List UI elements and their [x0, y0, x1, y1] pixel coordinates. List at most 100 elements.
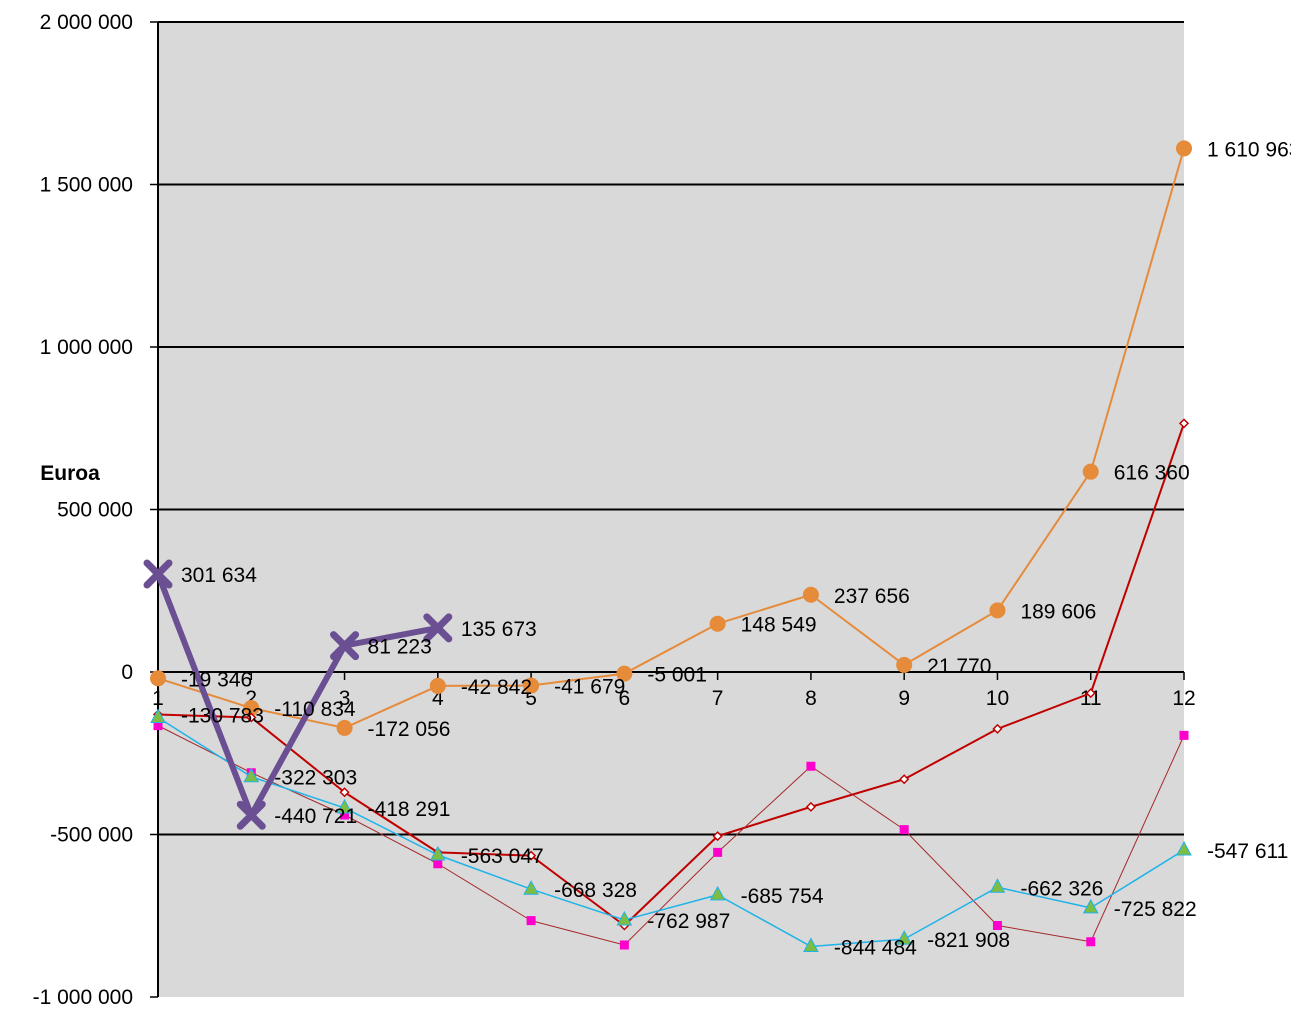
data-label: -563 047	[461, 845, 544, 868]
data-point	[523, 880, 539, 895]
data-point	[243, 700, 260, 717]
data-label: -172 056	[368, 718, 451, 741]
x-tick-label: 2	[245, 687, 257, 710]
data-point	[1082, 463, 1099, 480]
data-point	[340, 810, 350, 820]
x-tick-label: 3	[339, 687, 351, 710]
data-label: 1 610 963	[1207, 138, 1291, 161]
data-point	[523, 677, 540, 694]
data-label: -110 834	[274, 698, 356, 721]
data-point	[153, 721, 163, 731]
y-tick-label: 500 000	[57, 499, 133, 522]
data-point	[1176, 840, 1192, 856]
data-label: -42 842	[461, 676, 532, 699]
series-group	[143, 140, 1192, 952]
data-point	[989, 878, 1006, 893]
y-tick-label: 2 000 000	[40, 11, 133, 34]
data-label: -844 484	[834, 936, 917, 959]
series-4	[150, 708, 1192, 952]
y-tick-label: -500 000	[50, 824, 133, 847]
x-tick-label: 12	[1172, 687, 1195, 710]
data-label: -725 822	[1114, 898, 1197, 921]
data-label: 301 634	[181, 564, 257, 587]
data-point	[989, 602, 1006, 619]
data-point	[339, 787, 350, 798]
data-label: -762 987	[647, 910, 730, 933]
data-label: -821 908	[927, 929, 1010, 952]
data-label: -662 326	[1020, 877, 1103, 900]
y-tick-label: 1 000 000	[40, 336, 133, 359]
data-point	[429, 677, 446, 694]
data-point	[1082, 898, 1099, 914]
data-label: 616 360	[1114, 462, 1190, 485]
series-1	[150, 140, 1192, 736]
x-tick-label: 5	[525, 687, 537, 710]
data-point	[709, 615, 726, 632]
data-point	[1178, 418, 1190, 429]
data-label: -685 754	[741, 885, 824, 908]
data-label: 148 549	[741, 614, 817, 637]
x-tick-label: 10	[986, 687, 1009, 710]
x-tick-label: 1	[152, 687, 164, 710]
data-point	[243, 767, 260, 783]
data-point	[992, 723, 1003, 734]
data-point	[526, 916, 536, 926]
x-tick-label: 6	[619, 687, 631, 710]
series-line	[157, 423, 1185, 927]
data-label: -19 346	[181, 668, 252, 691]
data-point	[150, 670, 166, 687]
data-point	[803, 937, 819, 952]
data-label: 81 223	[368, 636, 432, 659]
y-tick-label: -1 000 000	[33, 986, 133, 1008]
data-point	[1179, 730, 1189, 740]
data-label: -130 783	[181, 705, 264, 728]
data-label: 237 656	[834, 585, 910, 608]
data-point	[1176, 140, 1192, 157]
data-point	[806, 761, 816, 771]
x-tick-label: 11	[1080, 687, 1102, 710]
data-label: -418 291	[368, 798, 451, 821]
y-tick-label: 0	[121, 661, 133, 684]
data-point	[896, 930, 913, 945]
data-label: 21 770	[927, 655, 991, 678]
gridlines	[158, 21, 1184, 836]
data-point	[336, 798, 353, 814]
data-point	[805, 801, 816, 812]
series-5	[143, 559, 453, 830]
data-labels: -19 346 -110 834 -172 056 -42 842 -41 679 -5 …	[181, 138, 1291, 959]
series-line	[155, 572, 439, 819]
data-point	[429, 845, 446, 861]
data-point	[709, 885, 726, 901]
data-point	[616, 910, 633, 926]
series-line	[157, 148, 1185, 729]
data-point	[526, 850, 537, 861]
data-point	[330, 631, 360, 661]
data-label: -5 001	[647, 664, 707, 687]
x-tick-label: 8	[805, 687, 817, 710]
x-tick-label: 9	[898, 687, 910, 710]
data-point	[433, 859, 443, 869]
data-point	[802, 586, 819, 603]
data-point	[1086, 937, 1096, 947]
y-tick-label: 1 500 000	[40, 174, 133, 197]
data-point	[619, 940, 629, 950]
data-point	[896, 656, 913, 673]
series-line	[157, 716, 1185, 948]
data-point	[143, 559, 173, 589]
data-point	[712, 831, 723, 842]
data-label: 189 606	[1020, 600, 1096, 623]
data-point	[236, 800, 266, 830]
data-label: -322 303	[274, 767, 357, 790]
data-label: 135 673	[461, 618, 537, 641]
data-point	[899, 774, 910, 785]
x-tick-label: 7	[712, 687, 724, 710]
data-point	[992, 921, 1002, 930]
data-label: -440 721	[274, 805, 357, 828]
data-point	[899, 825, 909, 835]
y-axis-label: Euroa	[40, 462, 100, 485]
data-point	[150, 708, 166, 723]
data-label: -547 611	[1207, 840, 1288, 863]
series-line	[157, 725, 1185, 946]
data-point	[336, 719, 353, 736]
